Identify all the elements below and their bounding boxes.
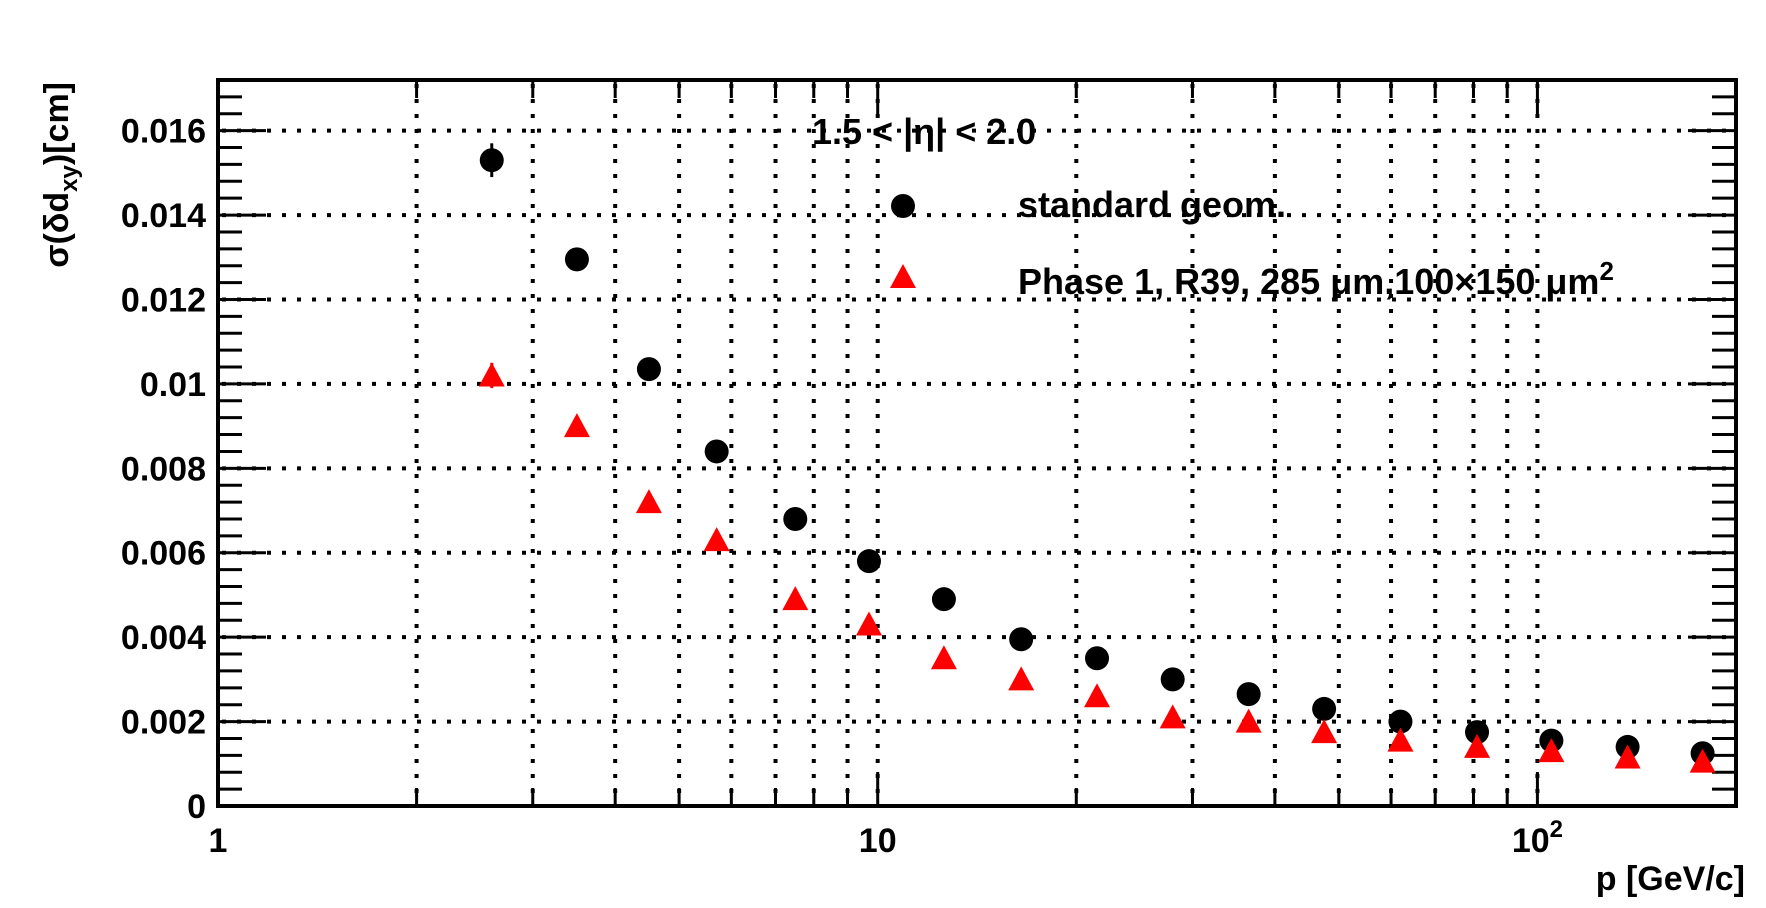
data-point-phase1 (782, 586, 809, 611)
legend-label-phase1: Phase 1, R39, 285 μm,100×150 μm2 (1018, 256, 1614, 302)
data-point-phase1 (1311, 719, 1338, 744)
data-point-phase1 (1538, 738, 1565, 763)
legend-marker-phase1 (890, 264, 916, 288)
data-point-standard (1160, 667, 1185, 692)
tick-labels: 1 10 102 0 0.002 0.004 0.006 0.008 0.01 0.012 0.01… (121, 113, 1563, 860)
data-point-standard (783, 506, 808, 531)
data-point-standard (1009, 627, 1034, 652)
data-point-phase1 (855, 611, 882, 636)
legend-marker-standard (891, 194, 915, 218)
data-point-phase1 (1387, 727, 1414, 752)
x-tick-label-exponent: 2 (1550, 816, 1563, 843)
data-point-phase1 (1689, 748, 1716, 773)
data-point-phase1 (703, 527, 730, 552)
eta-range-annotation: 1.5 < |η| < 2.0 (812, 111, 1036, 153)
x-tick-label: 102 (1512, 816, 1563, 860)
y-tick-label: 0.014 (121, 197, 206, 235)
data-point-standard (479, 148, 504, 173)
data-point-standard (1465, 720, 1490, 745)
legend-label-standard: standard geom. (1018, 184, 1286, 225)
data-point-phase1 (1464, 733, 1491, 758)
data-point-standard (704, 439, 729, 464)
data-point-phase1 (635, 489, 662, 514)
y-tick-label: 0 (187, 788, 206, 826)
data-point-phase1 (1159, 704, 1186, 729)
y-tick-label: 0.016 (121, 113, 206, 151)
data-point-standard (1312, 696, 1337, 721)
y-axis-label-subscript: xy (56, 164, 83, 191)
data-point-standard (1236, 682, 1261, 707)
data-point-phase1 (563, 413, 590, 438)
x-axis-label: p [GeV/c] (1596, 860, 1745, 898)
x-tick-label: 1 (209, 822, 228, 860)
data-point-phase1 (1235, 708, 1262, 733)
data-point-phase1 (1084, 683, 1111, 708)
x-tick-label: 10 (859, 822, 897, 860)
data-point-phase1 (1008, 666, 1035, 691)
y-tick-label: 0.008 (121, 450, 206, 488)
y-tick-label: 0.006 (121, 535, 206, 573)
data-point-phase1 (1614, 744, 1641, 769)
legend: 1.5 < |η| < 2.0 standard geom. Phase 1, … (812, 111, 1614, 302)
data-points (478, 143, 1716, 773)
legend-label-superscript: 2 (1599, 256, 1613, 286)
data-point-standard (564, 247, 589, 272)
data-point-standard (1085, 646, 1110, 671)
plot-frame (216, 78, 1738, 808)
y-tick-label: 0.01 (140, 366, 206, 404)
y-tick-label: 0.012 (121, 281, 206, 319)
data-point-phase1 (930, 645, 957, 670)
data-point-standard (856, 549, 881, 574)
data-point-standard (636, 357, 661, 382)
data-point-phase1 (478, 362, 505, 387)
grid (222, 84, 1736, 806)
data-point-standard (931, 587, 956, 612)
data-point-standard (1388, 709, 1413, 734)
y-tick-label: 0.002 (121, 704, 206, 742)
y-tick-label: 0.004 (121, 619, 206, 657)
